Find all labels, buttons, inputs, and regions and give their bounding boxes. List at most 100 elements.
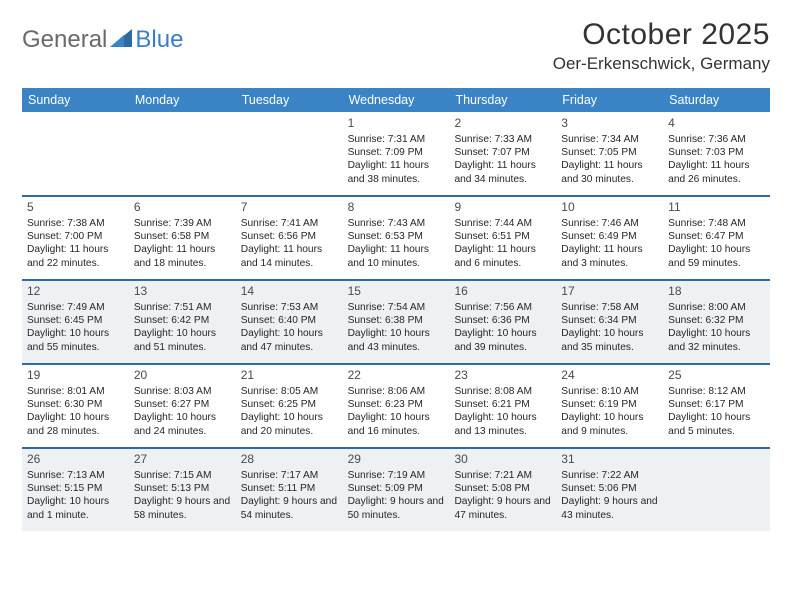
calendar-day-cell: 4Sunrise: 7:36 AMSunset: 7:03 PMDaylight…: [663, 113, 770, 195]
calendar-day-cell: 25Sunrise: 8:12 AMSunset: 6:17 PMDayligh…: [663, 365, 770, 447]
day-sunset: Sunset: 6:30 PM: [27, 398, 124, 411]
day-daylight: Daylight: 9 hours and 47 minutes.: [454, 495, 551, 521]
day-sunset: Sunset: 6:56 PM: [241, 230, 338, 243]
calendar-week-row: 26Sunrise: 7:13 AMSunset: 5:15 PMDayligh…: [22, 447, 770, 531]
day-sunset: Sunset: 6:36 PM: [454, 314, 551, 327]
day-number: 14: [241, 284, 338, 299]
day-sunrise: Sunrise: 7:49 AM: [27, 301, 124, 314]
day-sunset: Sunset: 6:49 PM: [561, 230, 658, 243]
calendar-day-cell: [22, 113, 129, 195]
day-number: 7: [241, 200, 338, 215]
day-number: 21: [241, 368, 338, 383]
calendar-day-cell: 23Sunrise: 8:08 AMSunset: 6:21 PMDayligh…: [449, 365, 556, 447]
day-sunset: Sunset: 7:09 PM: [348, 146, 445, 159]
day-daylight: Daylight: 11 hours and 22 minutes.: [27, 243, 124, 269]
day-daylight: Daylight: 10 hours and 39 minutes.: [454, 327, 551, 353]
day-sunrise: Sunrise: 7:58 AM: [561, 301, 658, 314]
calendar-day-cell: 13Sunrise: 7:51 AMSunset: 6:42 PMDayligh…: [129, 281, 236, 363]
day-sunrise: Sunrise: 7:46 AM: [561, 217, 658, 230]
day-sunset: Sunset: 6:19 PM: [561, 398, 658, 411]
day-daylight: Daylight: 11 hours and 6 minutes.: [454, 243, 551, 269]
weeks-container: 1 Sunrise: 7:31 AMSunset: 7:09 PM Daylight…: [22, 112, 770, 531]
day-sunrise: Sunrise: 7:33 AM: [454, 133, 551, 146]
day-daylight: Daylight: 10 hours and 35 minutes.: [561, 327, 658, 353]
day-sunrise: Sunrise: 7:44 AM: [454, 217, 551, 230]
brand-logo: General Blue: [22, 18, 183, 54]
day-number: 26: [27, 452, 124, 467]
day-sunset: Sunset: 6:27 PM: [134, 398, 231, 411]
day-number: 31: [561, 452, 658, 467]
day-number: 1: [348, 116, 445, 131]
page-title: October 2025: [553, 18, 770, 52]
day-number: 17: [561, 284, 658, 299]
day-sunrise: Sunrise: 7:15 AM: [134, 469, 231, 482]
day-daylight: Daylight: 10 hours and 32 minutes.: [668, 327, 765, 353]
day-daylight: Daylight: 10 hours and 24 minutes.: [134, 411, 231, 437]
day-sunrise: Sunrise: 8:10 AM: [561, 385, 658, 398]
calendar-day-cell: 9 Sunrise: 7:44 AMSunset: 6:51 PMDaylight…: [449, 197, 556, 279]
calendar-day-cell: 20Sunrise: 8:03 AMSunset: 6:27 PMDayligh…: [129, 365, 236, 447]
day-daylight: Daylight: 9 hours and 54 minutes.: [241, 495, 338, 521]
weekday-header: Thursday: [449, 88, 556, 112]
day-number: 9: [454, 200, 551, 215]
calendar-week-row: 5Sunrise: 7:38 AMSunset: 7:00 PMDaylight…: [22, 195, 770, 279]
weekday-header: Friday: [556, 88, 663, 112]
day-daylight: Daylight: 9 hours and 50 minutes.: [348, 495, 445, 521]
day-sunset: Sunset: 6:40 PM: [241, 314, 338, 327]
calendar-day-cell: 16Sunrise: 7:56 AMSunset: 6:36 PMDayligh…: [449, 281, 556, 363]
day-sunset: Sunset: 5:08 PM: [454, 482, 551, 495]
day-sunset: Sunset: 6:47 PM: [668, 230, 765, 243]
day-number: 27: [134, 452, 231, 467]
day-number: 16: [454, 284, 551, 299]
day-sunset: Sunset: 6:53 PM: [348, 230, 445, 243]
day-sunset: Sunset: 5:15 PM: [27, 482, 124, 495]
day-sunrise: Sunrise: 8:03 AM: [134, 385, 231, 398]
day-number: 30: [454, 452, 551, 467]
day-daylight: Daylight: 10 hours and 20 minutes.: [241, 411, 338, 437]
calendar-grid: Sunday Monday Tuesday Wednesday Thursday…: [22, 88, 770, 531]
day-sunrise: Sunrise: 7:31 AM: [348, 133, 445, 146]
day-daylight: Daylight: 10 hours and 1 minute.: [27, 495, 124, 521]
day-sunset: Sunset: 7:07 PM: [454, 146, 551, 159]
calendar-week-row: 12Sunrise: 7:49 AMSunset: 6:45 PMDayligh…: [22, 279, 770, 363]
day-sunset: Sunset: 7:03 PM: [668, 146, 765, 159]
day-daylight: Daylight: 9 hours and 58 minutes.: [134, 495, 231, 521]
weekday-header: Tuesday: [236, 88, 343, 112]
calendar-day-cell: [663, 449, 770, 531]
day-number: 25: [668, 368, 765, 383]
day-sunset: Sunset: 6:23 PM: [348, 398, 445, 411]
day-sunrise: Sunrise: 7:43 AM: [348, 217, 445, 230]
day-number: 6: [134, 200, 231, 215]
day-sunrise: Sunrise: 7:38 AM: [27, 217, 124, 230]
calendar-week-row: 19Sunrise: 8:01 AMSunset: 6:30 PMDayligh…: [22, 363, 770, 447]
calendar-day-cell: 26 Sunrise: 7:13 AMSunset: 5:15 PMDayligh…: [22, 449, 129, 531]
day-sunrise: Sunrise: 8:06 AM: [348, 385, 445, 398]
day-number: 28: [241, 452, 338, 467]
calendar-day-cell: 15Sunrise: 7:54 AMSunset: 6:38 PMDayligh…: [343, 281, 450, 363]
weekday-header: Wednesday: [343, 88, 450, 112]
day-sunrise: Sunrise: 7:39 AM: [134, 217, 231, 230]
calendar-day-cell: 14Sunrise: 7:53 AMSunset: 6:40 PMDayligh…: [236, 281, 343, 363]
page-header: General Blue October 2025 Oer-Erkenschwi…: [22, 18, 770, 74]
calendar-day-cell: 7Sunrise: 7:41 AMSunset: 6:56 PMDaylight…: [236, 197, 343, 279]
day-sunrise: Sunrise: 7:34 AM: [561, 133, 658, 146]
page-subtitle: Oer-Erkenschwick, Germany: [553, 54, 770, 74]
day-sunrise: Sunrise: 7:13 AM: [27, 469, 124, 482]
day-number: 23: [454, 368, 551, 383]
day-sunrise: Sunrise: 7:21 AM: [454, 469, 551, 482]
day-sunrise: Sunrise: 8:00 AM: [668, 301, 765, 314]
day-daylight: Daylight: 11 hours and 34 minutes.: [454, 159, 551, 185]
day-number: 3: [561, 116, 658, 131]
day-daylight: Daylight: 11 hours and 3 minutes.: [561, 243, 658, 269]
calendar-week-row: 1 Sunrise: 7:31 AMSunset: 7:09 PM Daylight…: [22, 112, 770, 195]
calendar-day-cell: 19Sunrise: 8:01 AMSunset: 6:30 PMDayligh…: [22, 365, 129, 447]
day-sunset: Sunset: 6:51 PM: [454, 230, 551, 243]
calendar-day-cell: 31Sunrise: 7:22 AMSunset: 5:06 PMDayligh…: [556, 449, 663, 531]
calendar-day-cell: 10Sunrise: 7:46 AMSunset: 6:49 PMDayligh…: [556, 197, 663, 279]
calendar-day-cell: 8Sunrise: 7:43 AMSunset: 6:53 PMDaylight…: [343, 197, 450, 279]
calendar-day-cell: 21Sunrise: 8:05 AMSunset: 6:25 PMDayligh…: [236, 365, 343, 447]
day-sunset: Sunset: 5:06 PM: [561, 482, 658, 495]
day-sunrise: Sunrise: 8:12 AM: [668, 385, 765, 398]
day-sunrise: Sunrise: 8:05 AM: [241, 385, 338, 398]
calendar-day-cell: 18Sunrise: 8:00 AMSunset: 6:32 PMDayligh…: [663, 281, 770, 363]
